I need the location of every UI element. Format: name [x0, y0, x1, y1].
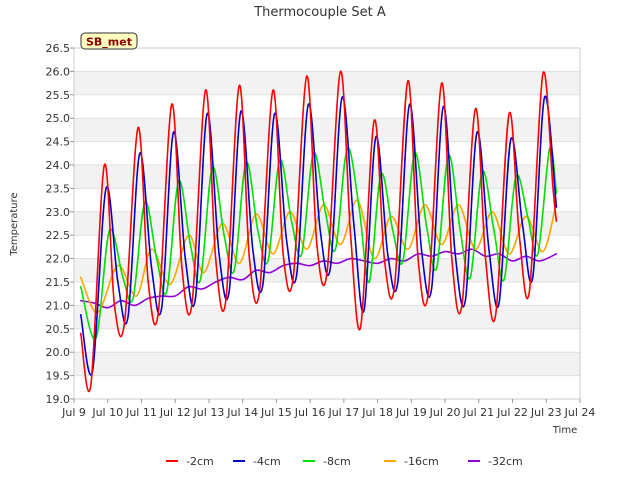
- plot-band: [74, 282, 580, 306]
- y-tick-label: 23.5: [46, 182, 71, 195]
- x-axis-ticks: Jul 9 Jul 10 Jul 11 Jul 12 Jul 13 Jul 14 Jul 1…: [61, 399, 595, 419]
- y-tick-label: 23.0: [46, 206, 71, 219]
- station-badge-box: [80, 32, 138, 50]
- x-tick-label: Jul 22: [496, 406, 528, 419]
- y-tick-label: 24.0: [46, 159, 71, 172]
- plot-band: [74, 48, 580, 72]
- plot-band: [74, 328, 580, 353]
- y-tick-label: 25.0: [46, 112, 71, 125]
- series-layer: [79, 70, 558, 393]
- legend-label: -4cm: [253, 455, 281, 468]
- plot-frame: [73, 47, 581, 400]
- y-tick-label: 20.5: [46, 323, 71, 336]
- y-axis-ticks: 19.0 19.5 20.0 20.5 21.0 21.5 22.0 22.5 23.0 23.5…: [46, 42, 74, 406]
- series-line-4cm: [79, 95, 558, 376]
- plot-band: [74, 375, 580, 399]
- x-tick-label: Jul 13: [193, 406, 225, 419]
- x-tick-label: Jul 24: [564, 406, 596, 419]
- chart-title: Thermocouple Set A: [253, 5, 386, 20]
- x-tick-label: Jul 12: [159, 406, 191, 419]
- y-tick-label: 25.5: [46, 89, 71, 102]
- legend: -2cm -4cm -8cm -16cm -32cm: [166, 455, 523, 468]
- y-tick-label: 19.5: [46, 370, 71, 383]
- x-tick-label: Jul 9: [61, 406, 86, 419]
- plot-band: [74, 118, 580, 142]
- x-tick-label: Jul 18: [361, 406, 393, 419]
- x-tick-label: Jul 20: [429, 406, 461, 419]
- legend-label: -32cm: [488, 455, 523, 468]
- plot-band: [74, 352, 580, 376]
- x-tick-label: Jul 21: [462, 406, 494, 419]
- y-tick-label: 19.0: [46, 393, 71, 406]
- y-tick-label: 22.5: [46, 229, 71, 242]
- legend-label: -8cm: [323, 455, 351, 468]
- x-tick-label: Jul 10: [91, 406, 123, 419]
- x-tick-label: Jul 15: [260, 406, 292, 419]
- x-tick-label: Jul 17: [327, 406, 359, 419]
- series-line-2cm: [79, 70, 558, 393]
- y-axis-label: Temperature: [9, 192, 20, 256]
- x-tick-label: Jul 14: [226, 406, 258, 419]
- y-tick-label: 21.0: [46, 299, 71, 312]
- plot-background: [74, 48, 580, 399]
- y-tick-label: 21.5: [46, 276, 71, 289]
- y-tick-label: 26.0: [46, 65, 71, 78]
- plot-band: [74, 71, 580, 95]
- x-tick-label: Jul 11: [125, 406, 157, 419]
- plot-band: [74, 305, 580, 329]
- x-axis-label: Time: [552, 425, 577, 436]
- y-tick-label: 26.5: [46, 42, 71, 55]
- legend-label: -2cm: [186, 455, 214, 468]
- station-badge: SB_met: [80, 32, 138, 50]
- x-tick-label: Jul 19: [395, 406, 427, 419]
- station-badge-label: SB_met: [86, 36, 132, 49]
- plot-band: [74, 141, 580, 165]
- x-tick-label: Jul 16: [294, 406, 326, 419]
- legend-label: -16cm: [404, 455, 439, 468]
- y-tick-label: 22.0: [46, 253, 71, 266]
- y-tick-label: 20.0: [46, 346, 71, 359]
- plot-band: [74, 94, 580, 119]
- x-tick-label: Jul 23: [530, 406, 562, 419]
- y-tick-label: 24.5: [46, 136, 71, 149]
